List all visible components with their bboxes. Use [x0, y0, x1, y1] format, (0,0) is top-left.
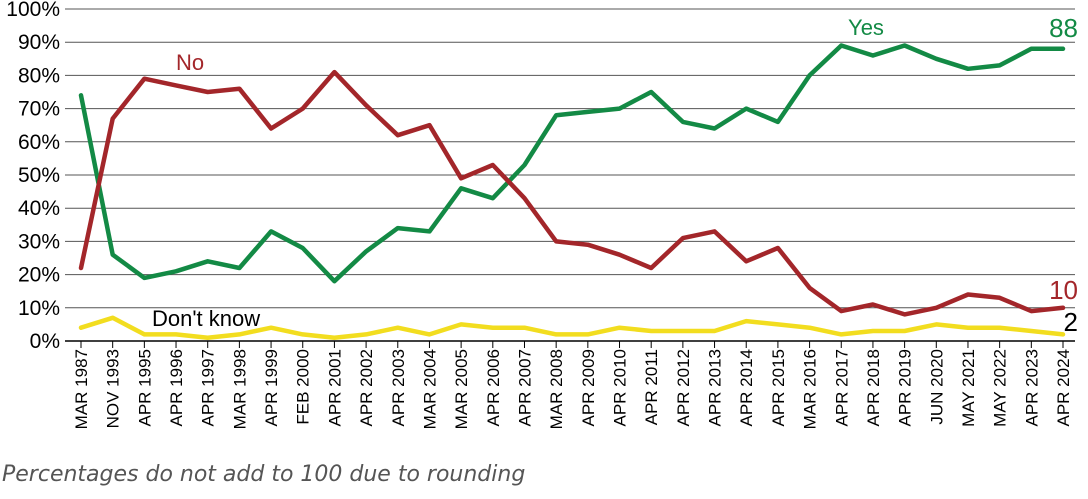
x-tick-label: MAR 1987	[72, 349, 91, 429]
end-value-label-yes: 88	[1049, 13, 1078, 43]
y-tick-label: 90%	[18, 31, 60, 54]
series-labels: Yes 88 No 10 Don't know 2	[152, 13, 1078, 337]
x-tick-label: APR 2012	[674, 349, 693, 427]
x-axis: MAR 1987 NOV 1993 APR 1995 APR 1996 APR 1997…	[72, 341, 1073, 429]
x-tick-label: NOV 1993	[104, 349, 123, 428]
y-axis-ticks: 0% 10% 20% 30% 40% 50% 60% 70% 80% 90% 100%	[6, 0, 60, 353]
x-tick-label: APR 1997	[199, 349, 218, 427]
y-tick-label: 100%	[6, 0, 60, 21]
series-label-yes: Yes	[848, 15, 884, 40]
x-tick-label: APR 2003	[389, 349, 408, 427]
x-tick-label: APR 2015	[769, 349, 788, 427]
x-tick-label: APR 2013	[706, 349, 725, 427]
x-tick-label: APR 2024	[1054, 349, 1073, 427]
series-label-no: No	[176, 50, 204, 75]
x-tick-label: APR 2010	[611, 349, 630, 427]
x-tick-label: FEB 2000	[294, 349, 313, 425]
x-tick-label: APR 1996	[167, 349, 186, 427]
series-line-no	[78, 69, 1066, 317]
gridlines	[65, 8, 1075, 342]
end-value-label-no: 10	[1049, 275, 1078, 305]
x-tick-label: APR 1999	[262, 349, 281, 427]
footnote: Percentages do not add to 100 due to rou…	[2, 462, 526, 487]
x-tick-label: MAR 2004	[420, 349, 439, 429]
x-tick-label: APR 2002	[357, 349, 376, 427]
y-tick-label: 80%	[18, 64, 60, 87]
x-tick-label: MAR 2016	[801, 349, 820, 429]
x-tick-label: APR 2009	[579, 349, 598, 427]
x-tick-label: MAR 1998	[230, 349, 249, 429]
end-value-label-don-t-know: 2	[1064, 307, 1078, 337]
x-tick-label: APR 2017	[832, 349, 851, 427]
y-tick-label: 50%	[18, 164, 60, 187]
x-tick-label: APR 2011	[642, 349, 661, 425]
x-tick-label: APR 2007	[515, 349, 534, 427]
line-chart: 0% 10% 20% 30% 40% 50% 60% 70% 80% 90% 100% MAR 19…	[6, 0, 1078, 429]
x-tick-label: MAR 2005	[452, 349, 471, 429]
series-label-don-t-know: Don't know	[152, 306, 260, 331]
x-tick-label: JUN 2020	[927, 349, 946, 425]
x-tick-label: MAY 2022	[991, 349, 1010, 427]
x-tick-label: MAR 2008	[547, 349, 566, 429]
x-tick-label: APR 2023	[1022, 349, 1041, 427]
series-lines	[78, 43, 1066, 340]
x-tick-label: APR 2019	[896, 349, 915, 427]
y-tick-label: 20%	[18, 264, 60, 287]
x-tick-label: APR 2006	[484, 349, 503, 427]
y-tick-label: 0%	[30, 330, 60, 353]
x-tick-label: MAY 2021	[959, 349, 978, 427]
x-tick-label: APR 2001	[325, 349, 344, 427]
series-line-don-t-know	[78, 315, 1066, 340]
x-tick-label: APR 2014	[737, 349, 756, 427]
y-tick-label: 10%	[18, 297, 60, 320]
y-tick-label: 40%	[18, 197, 60, 220]
x-tick-label: APR 1995	[135, 349, 154, 427]
y-tick-label: 70%	[18, 98, 60, 121]
x-tick-label: APR 2018	[864, 349, 883, 427]
series-line-yes	[78, 43, 1066, 284]
y-tick-label: 60%	[18, 131, 60, 154]
y-tick-label: 30%	[18, 230, 60, 253]
